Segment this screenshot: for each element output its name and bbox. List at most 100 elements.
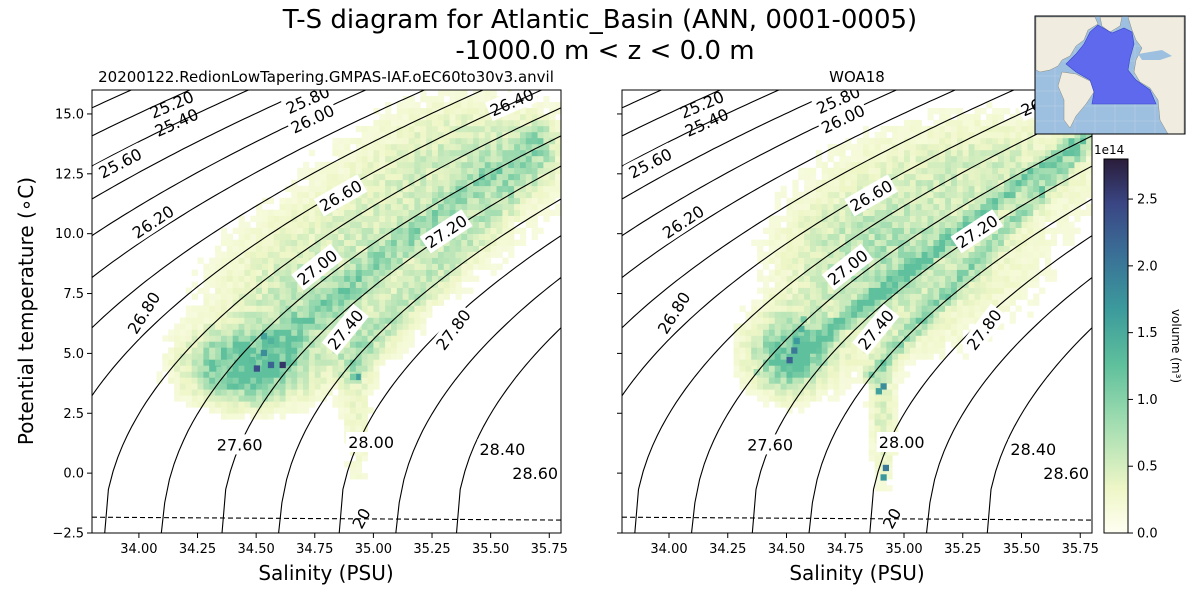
heatmap-cell xyxy=(338,299,345,306)
heatmap-cell xyxy=(320,341,327,348)
heatmap-cell xyxy=(763,323,770,330)
heatmap-cell xyxy=(314,191,321,199)
heatmap-cell xyxy=(221,353,228,360)
heatmap-cell xyxy=(815,239,823,246)
heatmap-cell xyxy=(1086,143,1092,151)
heatmap-cell xyxy=(525,173,532,181)
heatmap-cell xyxy=(1015,203,1022,210)
heatmap-cell xyxy=(303,215,310,222)
heatmap-cell xyxy=(473,161,480,169)
heatmap-cell xyxy=(314,383,321,390)
heatmap-cell xyxy=(221,389,228,396)
heatmap-cell xyxy=(1015,263,1022,270)
heatmap-cell xyxy=(821,245,828,252)
heatmap-cell xyxy=(798,311,805,318)
heatmap-cell xyxy=(191,341,198,348)
left-xlabel: Salinity (PSU) xyxy=(258,561,393,585)
heatmap-cell xyxy=(845,293,852,300)
heatmap-cell xyxy=(845,155,852,163)
heatmap-cell xyxy=(332,293,339,300)
heatmap-cell xyxy=(232,407,239,414)
heatmap-cell xyxy=(244,317,251,324)
heatmap-cell xyxy=(473,191,480,199)
heatmap-cell xyxy=(839,353,846,360)
heatmap-cell xyxy=(833,383,840,390)
heatmap-cell xyxy=(986,233,993,240)
heatmap-cell xyxy=(1021,119,1028,127)
heatmap-cell xyxy=(543,131,550,139)
heatmap-cell xyxy=(338,359,345,366)
heatmap-cell xyxy=(886,449,893,456)
heatmap-cell xyxy=(998,275,1005,282)
heatmap-cell xyxy=(502,227,509,234)
heatmap-cell xyxy=(537,191,544,199)
heatmap-cell xyxy=(473,251,480,258)
heatmap-cell xyxy=(1021,233,1028,240)
heatmap-cell xyxy=(1003,263,1011,270)
heatmap-cell xyxy=(332,365,339,372)
heatmap-cell xyxy=(332,143,339,151)
heatmap-cell xyxy=(426,299,433,306)
heatmap-cell xyxy=(320,245,327,252)
heatmap-cell xyxy=(297,341,304,348)
heatmap-cell xyxy=(1074,137,1081,145)
heatmap-cell xyxy=(443,179,450,187)
heatmap-cell xyxy=(998,323,1005,330)
heatmap-cell xyxy=(455,245,462,252)
heatmap-cell xyxy=(874,281,881,288)
heatmap-cell xyxy=(320,233,327,240)
heatmap-cell xyxy=(373,197,380,205)
heatmap-cell xyxy=(857,365,864,372)
heatmap-cell xyxy=(373,275,380,282)
heatmap-cell xyxy=(833,179,840,187)
heatmap-cell xyxy=(804,329,811,336)
heatmap-cell xyxy=(414,149,421,157)
heatmap-cell xyxy=(792,185,799,193)
heatmap-cell xyxy=(332,395,339,402)
heatmap-cell xyxy=(992,173,999,181)
heatmap-cell xyxy=(303,365,310,372)
heatmap-cell xyxy=(827,239,834,246)
heatmap-cell xyxy=(344,227,351,234)
heatmap-cell xyxy=(962,299,969,306)
heatmap-cell xyxy=(514,143,521,151)
heatmap-cell xyxy=(815,257,823,264)
heatmap-cell xyxy=(786,299,793,306)
heatmap-cell xyxy=(314,359,321,366)
heatmap-cell xyxy=(827,167,834,175)
heatmap-cell xyxy=(520,167,527,175)
heatmap-cell xyxy=(839,185,846,193)
heatmap-cell xyxy=(432,287,439,294)
contour-label-halo xyxy=(93,142,147,184)
heatmap-cell xyxy=(798,203,805,210)
heatmap-cell xyxy=(496,119,503,127)
heatmap-cell xyxy=(326,287,333,294)
heatmap-cell xyxy=(892,149,899,157)
heatmap-cell xyxy=(437,293,445,300)
heatmap-cell xyxy=(815,209,823,216)
heatmap-cell xyxy=(297,209,304,216)
heatmap-cell xyxy=(774,389,781,396)
heatmap-cell xyxy=(332,149,339,157)
heatmap-cell xyxy=(250,389,257,396)
heatmap-cell xyxy=(537,137,544,145)
density-contour-line xyxy=(622,90,722,137)
heatmap-cell xyxy=(933,251,940,258)
density-contour-line xyxy=(92,90,133,109)
heatmap-cell xyxy=(209,395,216,402)
heatmap-cell xyxy=(904,287,911,294)
heatmap-cell xyxy=(1009,191,1016,199)
heatmap-cell xyxy=(320,311,327,318)
heatmap-cell xyxy=(267,323,275,330)
heatmap-cell xyxy=(874,395,881,402)
heatmap-cell xyxy=(273,395,280,402)
heatmap-cell xyxy=(868,173,875,181)
heatmap-cell xyxy=(420,209,427,216)
heatmap-cell xyxy=(915,263,922,270)
heatmap-cell xyxy=(939,167,946,175)
heatmap-cell xyxy=(320,287,327,294)
heatmap-cell xyxy=(185,323,192,330)
heatmap-cell xyxy=(810,227,817,234)
heatmap-cell xyxy=(244,227,251,234)
heatmap-cell xyxy=(373,269,380,276)
